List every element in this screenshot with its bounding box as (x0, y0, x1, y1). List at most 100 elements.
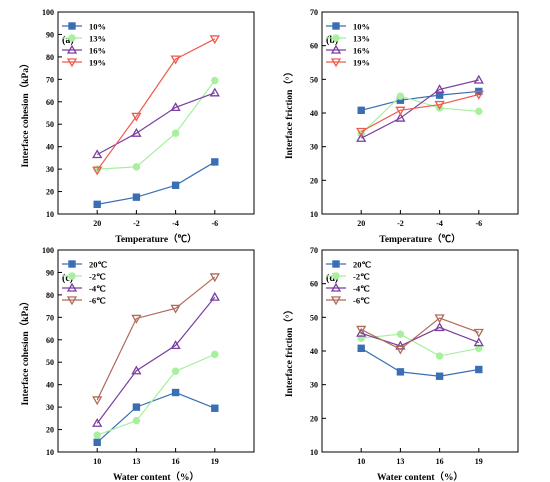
chart-panel-4: 10 20 30 40 50 60 70 10 13 16 19 Water content（%） In… (283, 246, 519, 482)
data-point (356, 132, 367, 142)
series-line (360, 95, 479, 135)
y-tick-label: 10 (310, 448, 318, 457)
y-tick-label: 60 (310, 42, 318, 51)
plot-frame (321, 11, 519, 215)
data-point (171, 367, 180, 375)
panel-label: (c) (62, 273, 73, 284)
data-point (395, 112, 406, 122)
y-tick-label: 10 (46, 448, 54, 457)
data-point (211, 404, 219, 412)
legend-entry: 10% (353, 22, 370, 32)
legend-marker (68, 34, 76, 42)
panel-label: (b) (326, 35, 338, 46)
series-line (360, 79, 479, 139)
data-point (131, 314, 142, 324)
x-tick-label: -6 (475, 219, 482, 228)
y-tick-label: 30 (310, 143, 318, 152)
legend-entry: 10% (89, 22, 106, 32)
panel-label: (a) (62, 35, 74, 46)
y-tick-label: 40 (46, 143, 54, 152)
y-tick-label: 100 (42, 8, 54, 17)
x-tick-label: -6 (211, 219, 218, 228)
legend-entry: 19% (89, 58, 106, 68)
y-tick-label: 20 (46, 426, 54, 435)
series-line (360, 317, 480, 351)
series-line (96, 353, 216, 436)
series-2 (93, 350, 219, 439)
y-tick-label: 100 (42, 246, 54, 255)
data-point (473, 328, 484, 338)
x-tick-label: 16 (172, 457, 180, 466)
data-point (93, 438, 101, 447)
x-tick-label: 20 (93, 219, 101, 228)
legend-entry: 20℃ (89, 260, 108, 270)
legend: 20℃ -2℃ -4℃ -6℃ (326, 260, 372, 306)
y-tick-label: 70 (46, 313, 54, 322)
y-axis-label: Interface friction（°） (283, 67, 295, 159)
x-tick-label: -2 (397, 219, 404, 228)
data-point (92, 417, 103, 427)
series-line (361, 90, 479, 111)
y-tick-label: 30 (46, 403, 54, 412)
series-4 (356, 90, 484, 137)
data-point (132, 403, 141, 411)
legend: 10% 13% 16% 19% (62, 22, 106, 68)
legend-marker (330, 44, 342, 54)
y-tick-label: 40 (310, 109, 318, 118)
data-point (131, 112, 142, 122)
data-point (356, 127, 367, 137)
legend: 10% 13% 16% 19% (326, 22, 370, 68)
y-tick-label: 20 (310, 414, 318, 423)
data-point (396, 330, 405, 338)
series-line (96, 276, 216, 401)
legend-marker (68, 272, 76, 280)
legend-marker (330, 282, 342, 292)
data-point (435, 372, 444, 380)
y-tick-label: 70 (46, 75, 54, 84)
legend-marker (68, 260, 76, 268)
series-3 (92, 291, 220, 427)
data-point (211, 350, 219, 359)
data-point (92, 396, 103, 406)
x-tick-label: 20 (357, 219, 365, 228)
data-point (434, 314, 445, 324)
data-point (435, 352, 444, 360)
data-point (357, 344, 365, 353)
y-tick-label: 80 (46, 291, 54, 300)
legend-marker (330, 58, 342, 68)
series-line (96, 38, 216, 171)
data-point (92, 149, 103, 159)
series-4 (92, 35, 220, 176)
data-point (396, 368, 405, 376)
x-tick-label: 19 (211, 457, 219, 466)
legend-marker (332, 272, 340, 280)
data-point (132, 416, 141, 425)
legend-entry: -6℃ (353, 296, 370, 306)
legend-marker (66, 282, 78, 292)
series-line (360, 93, 479, 133)
plot-frame (57, 11, 255, 215)
data-point (170, 340, 181, 350)
x-axis-label: Water content（%） (377, 471, 463, 482)
y-tick-label: 50 (46, 358, 54, 367)
legend-marker (66, 296, 78, 306)
data-point (170, 55, 181, 65)
y-tick-label: 80 (46, 53, 54, 62)
data-point (473, 74, 484, 84)
data-point (396, 92, 405, 100)
x-tick-label: -2 (133, 219, 140, 228)
series-1 (93, 158, 219, 209)
legend-entry: -2℃ (89, 272, 106, 282)
chart-panel-1: 10 20 30 40 50 60 70 80 90 100 20 -2 -4 -6 Temperature… (19, 8, 255, 245)
series-line (96, 391, 216, 443)
series-line (96, 296, 216, 424)
data-point (357, 106, 365, 115)
data-point (209, 291, 220, 301)
legend-entry: -4℃ (353, 284, 370, 294)
y-tick-label: 20 (46, 188, 54, 197)
series-1 (93, 388, 219, 447)
series-4 (356, 314, 484, 355)
data-point (211, 158, 219, 166)
data-point (434, 84, 445, 94)
